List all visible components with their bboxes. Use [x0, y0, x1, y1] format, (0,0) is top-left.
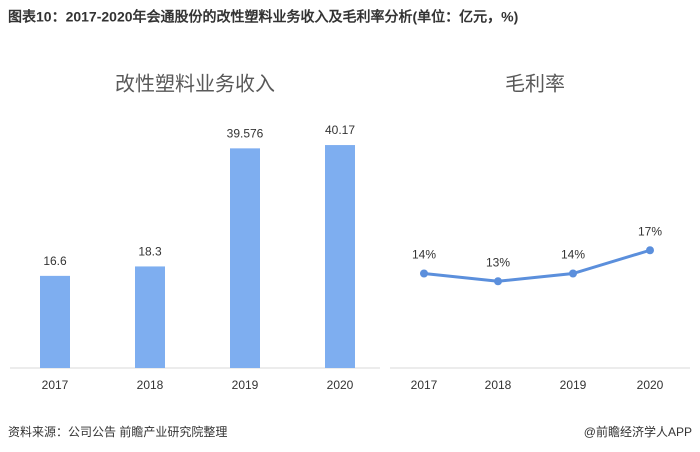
- data-label: 14%: [412, 248, 436, 262]
- bar: [325, 145, 355, 368]
- data-label: 16.6: [43, 254, 67, 268]
- x-tick-label: 2018: [137, 378, 164, 392]
- data-label: 18.3: [138, 245, 162, 259]
- x-tick-label: 2019: [560, 378, 587, 392]
- data-label: 39.576: [227, 127, 264, 141]
- x-tick-label: 2020: [637, 378, 664, 392]
- point: [569, 269, 577, 278]
- bar: [135, 266, 165, 368]
- x-tick-label: 2018: [485, 378, 512, 392]
- source: 资料来源：公司公告 前瞻产业研究院整理: [8, 424, 227, 439]
- chart-title: 改性塑料业务收入: [115, 72, 275, 95]
- x-tick-label: 2020: [327, 378, 354, 392]
- x-tick-label: 2017: [411, 378, 438, 392]
- line: [423, 248, 651, 283]
- point: [420, 269, 428, 278]
- x-tick-label: 2017: [42, 378, 69, 392]
- x-tick-label: 2019: [232, 378, 259, 392]
- data-label: 17%: [638, 224, 662, 238]
- bar: [40, 275, 70, 368]
- data-label: 14%: [561, 248, 585, 262]
- point: [646, 246, 654, 255]
- credit: @前瞻经济学人APP: [584, 424, 692, 439]
- point: [494, 277, 502, 286]
- chart-title: 毛利率: [505, 72, 565, 95]
- bar: [230, 148, 260, 368]
- data-label: 40.17: [325, 123, 355, 137]
- data-label: 13%: [486, 255, 510, 269]
- page-title: 图表10：2017-2020年会通股份的改性塑料业务收入及毛利率分析(单位：亿元…: [8, 9, 518, 25]
